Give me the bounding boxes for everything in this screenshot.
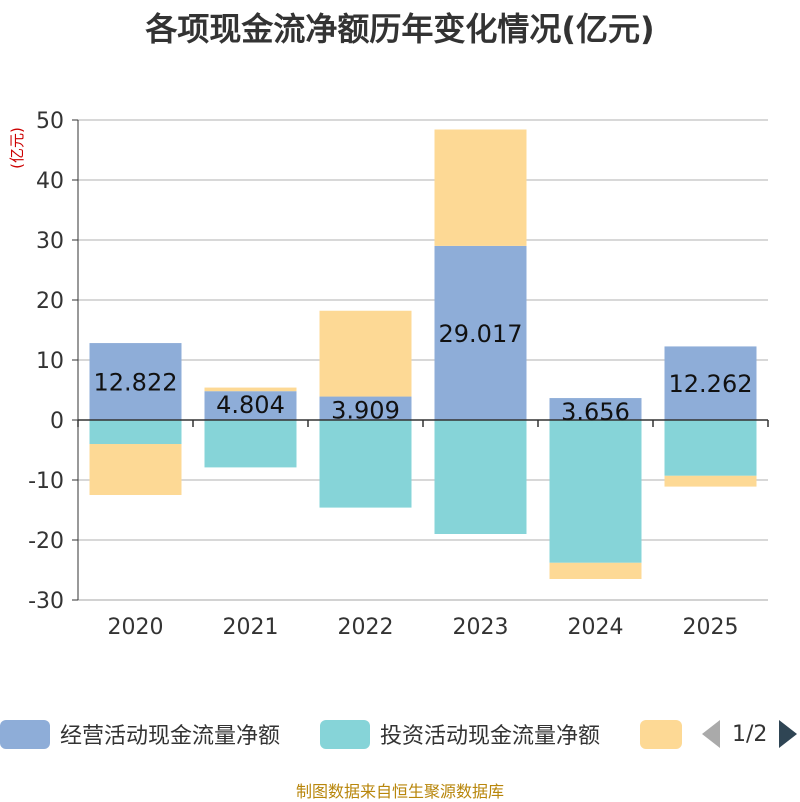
y-tick-label: 50 [36, 109, 64, 134]
chart-title: 各项现金流净额历年变化情况(亿元) [145, 10, 655, 48]
bar-2023-series-1 [434, 420, 527, 534]
legend-item-financing[interactable] [640, 716, 692, 752]
data-label-2023: 29.017 [439, 320, 523, 348]
data-label-2020: 12.822 [94, 369, 178, 397]
legend-label-investing: 投资活动现金流量净额 [380, 724, 601, 749]
bar-2021-series-1 [204, 420, 297, 468]
bar-2020-series-2 [89, 444, 182, 495]
y-tick-label: 40 [36, 169, 64, 194]
legend-swatch-investing [320, 719, 370, 749]
bar-2024-series-0 [549, 398, 642, 420]
data-label-2025: 12.262 [669, 370, 753, 398]
source-note: 制图数据来自恒生聚源数据库 [295, 782, 504, 801]
data-label-2024: 3.656 [561, 398, 630, 426]
bar-2022-series-2 [319, 310, 412, 397]
x-tick-label-2024: 2024 [568, 615, 624, 640]
legend-pager: 1/2 [702, 716, 798, 752]
bar-2024-series-2 [549, 562, 642, 579]
legend-label-operating: 经营活动现金流量净额 [60, 724, 281, 749]
data-label-2021: 4.804 [216, 391, 285, 419]
bar-2023-series-2 [434, 129, 527, 246]
x-tick-label-2023: 2023 [453, 615, 509, 640]
x-tick-label-2025: 2025 [683, 615, 739, 640]
y-tick-label: -10 [28, 469, 64, 494]
y-axis-unit-label: (亿元) [8, 127, 26, 169]
bar-2025-series-2 [664, 475, 757, 487]
bar-2025-series-1 [664, 420, 757, 476]
legend-swatch-operating [0, 719, 50, 749]
y-tick-label: 20 [36, 289, 64, 314]
chevron-left-icon[interactable] [702, 720, 720, 748]
y-tick-label: 0 [50, 409, 64, 434]
legend-item-operating[interactable]: 经营活动现金流量净额 [0, 716, 280, 752]
bar-2021-series-2 [204, 387, 297, 392]
bar-2023-series-0 [434, 245, 527, 420]
legend-swatch-financing [640, 719, 682, 749]
data-label-2022: 3.909 [331, 397, 400, 425]
x-tick-label-2021: 2021 [223, 615, 279, 640]
y-tick-label: -30 [28, 589, 64, 614]
bar-2025-series-0 [664, 346, 757, 420]
bar-2020-series-0 [89, 343, 182, 420]
legend-page-indicator: 1/2 [732, 721, 768, 747]
y-tick-label: -20 [28, 529, 64, 554]
bar-2024-series-1 [549, 420, 642, 563]
legend-item-investing[interactable]: 投资活动现金流量净额 [320, 716, 600, 752]
x-tick-label-2022: 2022 [338, 615, 394, 640]
y-tick-label: 10 [36, 349, 64, 374]
x-tick-label-2020: 2020 [108, 615, 164, 640]
bar-2021-series-0 [204, 391, 297, 420]
y-tick-label: 30 [36, 229, 64, 254]
bar-2022-series-0 [319, 396, 412, 420]
bar-2020-series-1 [89, 420, 182, 444]
chevron-right-icon[interactable] [779, 720, 798, 748]
bar-2022-series-1 [319, 420, 412, 508]
